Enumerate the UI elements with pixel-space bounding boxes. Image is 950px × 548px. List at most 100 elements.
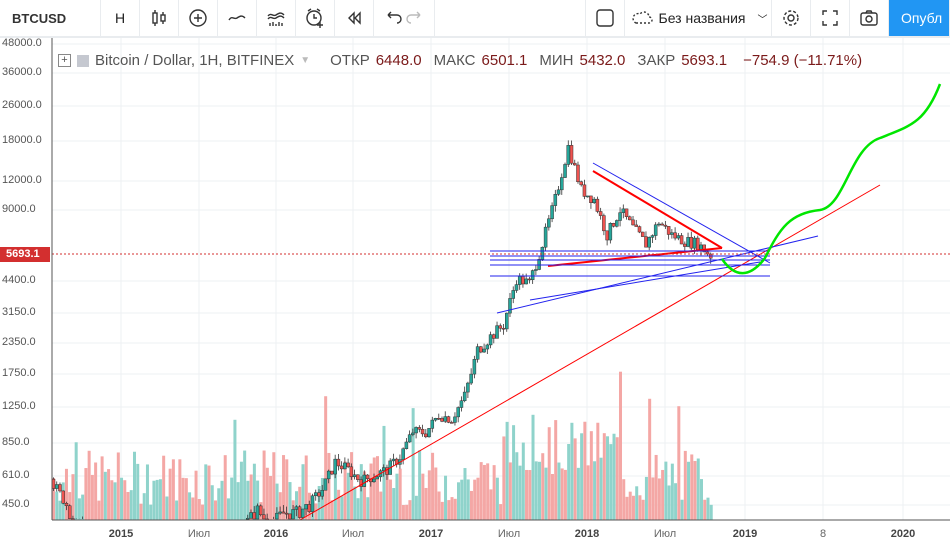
candle-body xyxy=(58,484,62,492)
volume-bar xyxy=(123,480,127,520)
series-title[interactable]: Bitcoin / Dollar, 1H, BITFINEX xyxy=(95,52,295,69)
volume-bar xyxy=(340,496,344,520)
candle-body xyxy=(71,518,75,520)
volume-bar xyxy=(81,494,85,520)
volume-bar xyxy=(641,499,645,520)
open-label: ОТКР xyxy=(330,52,370,69)
candle-body xyxy=(339,465,344,470)
symbol-search-button[interactable]: BTCUSD xyxy=(0,0,100,36)
replay-icon[interactable] xyxy=(335,0,373,36)
candle-body xyxy=(495,325,499,339)
candles-icon[interactable] xyxy=(140,0,178,36)
candle-body xyxy=(508,298,512,314)
fullscreen-icon[interactable] xyxy=(811,0,849,36)
close-label: ЗАКР xyxy=(637,52,676,69)
volume-bar xyxy=(499,504,503,520)
volume-bar xyxy=(223,455,227,520)
candle-body xyxy=(255,505,260,520)
volume-bar xyxy=(512,425,516,520)
candle-body xyxy=(683,243,687,247)
candle-body xyxy=(673,232,677,239)
volume-bar xyxy=(239,461,243,520)
volume-bar xyxy=(580,433,584,520)
add-compare-icon[interactable] xyxy=(179,0,217,36)
financials-icon[interactable] xyxy=(257,0,295,36)
time-tick-label: Июл xyxy=(653,528,677,540)
chart-pane[interactable]: 48000.0 36000.0 26000.0 18000.0 12000.0 9000.… xyxy=(0,38,950,548)
candle-body xyxy=(563,164,567,178)
volume-bar xyxy=(424,487,428,520)
volume-bar xyxy=(557,462,561,520)
settings-gear-icon[interactable] xyxy=(772,0,810,36)
candle-body xyxy=(275,512,279,520)
candle-body xyxy=(537,259,541,270)
dropdown-icon[interactable]: ▼ xyxy=(300,55,311,66)
candle-body xyxy=(485,344,490,350)
candle-body xyxy=(702,244,706,253)
undo-icon[interactable] xyxy=(382,6,404,31)
redo-icon[interactable] xyxy=(404,6,426,31)
volume-bar xyxy=(625,496,629,520)
candle-body xyxy=(615,220,619,227)
low-label: МИН xyxy=(539,52,574,69)
volume-bar xyxy=(226,498,230,520)
volume-bar xyxy=(486,463,490,520)
candle-body xyxy=(64,503,69,506)
volume-bar xyxy=(359,464,363,520)
volume-bar xyxy=(272,452,276,520)
select-layout-icon[interactable] xyxy=(586,0,624,36)
candle-body xyxy=(313,492,318,497)
volume-bar xyxy=(696,458,700,520)
volume-bar xyxy=(74,442,78,520)
expand-icon[interactable]: + xyxy=(58,54,71,67)
candle-body xyxy=(469,373,473,384)
publish-button[interactable]: Опубл xyxy=(889,0,949,36)
candle-body xyxy=(291,509,295,520)
candle-body xyxy=(372,478,376,483)
volume-bar xyxy=(628,491,632,520)
volume-bar xyxy=(77,498,81,520)
candle-body xyxy=(67,505,72,519)
volume-bar xyxy=(606,436,610,520)
volume-bar xyxy=(94,462,98,520)
candle-body xyxy=(540,246,545,260)
candle-body xyxy=(505,312,509,330)
volume-bar xyxy=(466,479,470,520)
volume-bar xyxy=(346,472,350,520)
time-tick-label: 2020 xyxy=(890,528,916,540)
volume-bar xyxy=(680,499,684,520)
candle-body xyxy=(560,177,564,191)
interval-button[interactable]: H xyxy=(101,0,139,36)
indicators-icon[interactable] xyxy=(218,0,256,36)
volume-bar xyxy=(304,455,308,520)
alert-icon[interactable] xyxy=(296,0,334,36)
volume-bar xyxy=(252,463,256,520)
price-chart[interactable] xyxy=(0,38,950,548)
volume-bar xyxy=(175,500,179,520)
volume-bar xyxy=(155,479,159,520)
layout-name-button[interactable]: Без названия ﹀ xyxy=(625,0,771,36)
volume-bar xyxy=(434,467,438,520)
candle-body xyxy=(456,407,460,418)
time-tick-label: 2015 xyxy=(108,528,134,540)
candle-body xyxy=(631,219,635,226)
volume-bar xyxy=(136,463,140,520)
time-tick-label: 2018 xyxy=(574,528,600,540)
volume-bar xyxy=(64,468,68,520)
volume-bar xyxy=(525,469,529,520)
volume-bar xyxy=(502,436,506,520)
candle-body xyxy=(534,269,538,271)
volume-bar xyxy=(395,473,399,520)
candle-body xyxy=(446,416,451,423)
price-tick-label: 1750.0 xyxy=(2,367,36,379)
volume-bar xyxy=(71,474,75,520)
candle-body xyxy=(543,226,548,248)
volume-bar xyxy=(690,454,694,520)
series-color-icon xyxy=(77,54,89,67)
volume-bar xyxy=(181,477,185,520)
price-projection-curve xyxy=(720,83,942,275)
time-tick-label: 2017 xyxy=(418,528,444,540)
volume-bar xyxy=(408,500,412,520)
volume-bar xyxy=(103,471,107,520)
camera-icon[interactable] xyxy=(850,0,888,36)
